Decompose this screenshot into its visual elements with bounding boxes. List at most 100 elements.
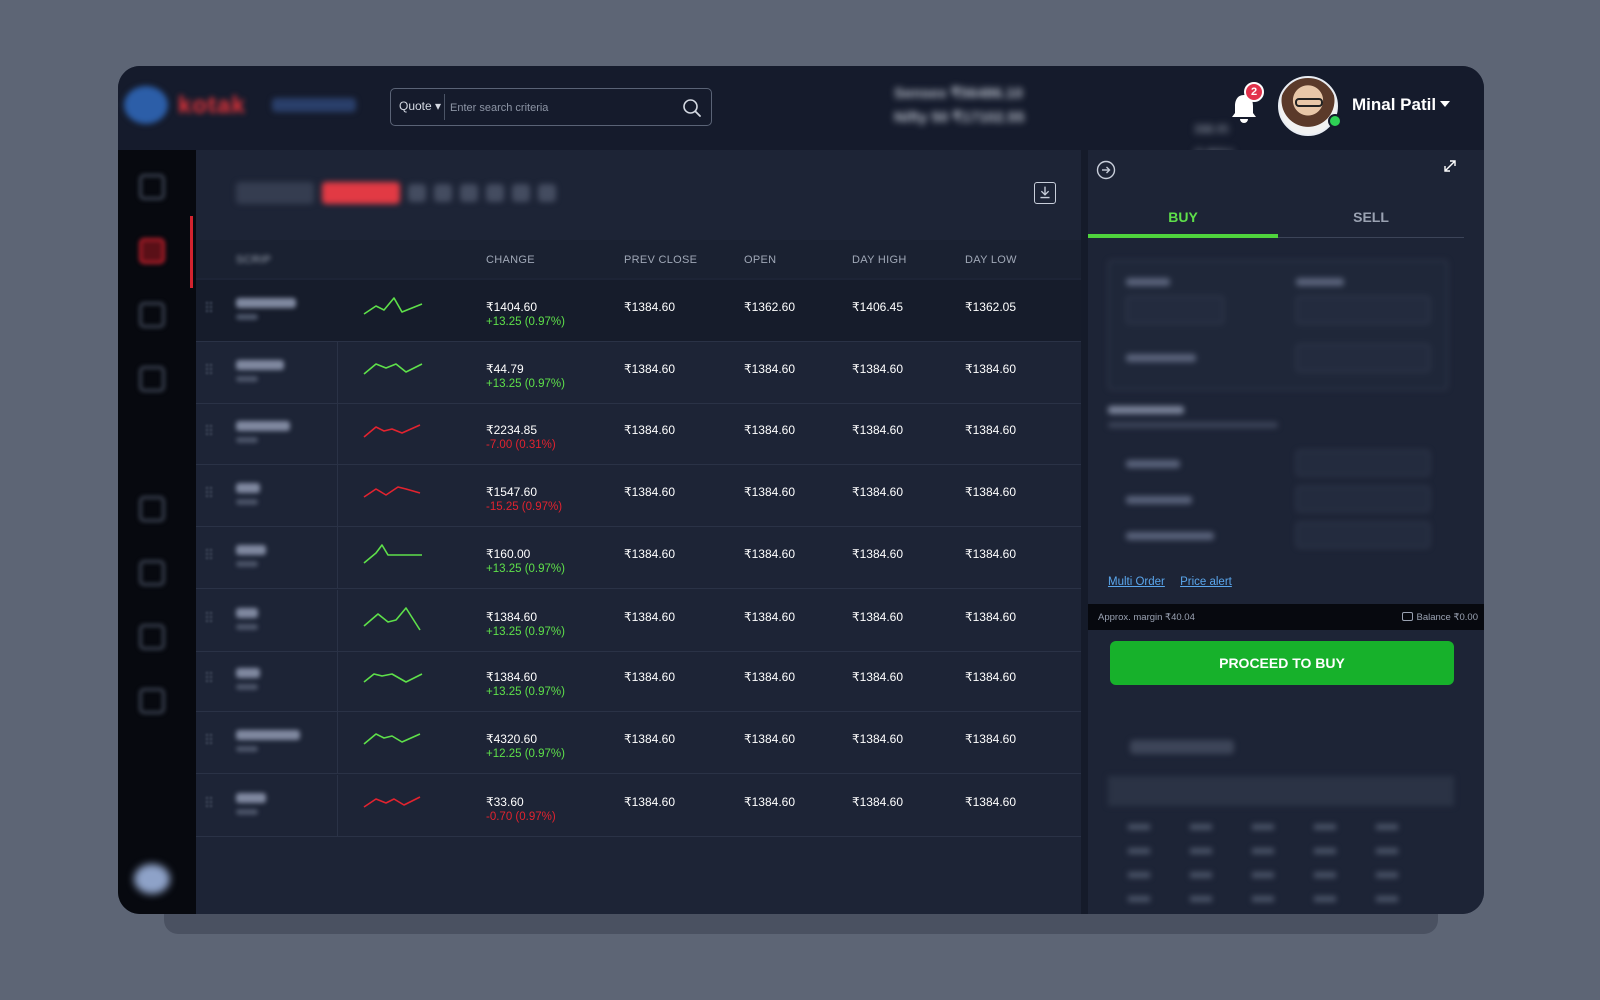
search-icon[interactable] xyxy=(681,97,703,119)
column-separator xyxy=(337,403,338,464)
order-type-label xyxy=(1126,460,1180,468)
watchlist-tab-active[interactable] xyxy=(322,182,400,204)
watchlist-panel: SCRIP CHANGE PREV CLOSE OPEN DAY HIGH DA… xyxy=(196,150,1081,914)
settings-icon[interactable] xyxy=(139,688,165,714)
table-row[interactable]: ₹2234.85 -7.00 (0.31%) ₹1384.60 ₹1384.60 ₹13… xyxy=(196,403,1081,465)
price-field[interactable] xyxy=(1296,296,1430,324)
more-options-label[interactable] xyxy=(1108,406,1184,414)
price-change: +13.25 (0.97%) xyxy=(486,686,565,698)
open-value: ₹1384.60 xyxy=(744,610,796,624)
column-header-change[interactable]: CHANGE xyxy=(486,254,535,266)
left-sidebar xyxy=(118,150,196,914)
drag-handle-icon[interactable] xyxy=(206,612,214,626)
sparkline-chart xyxy=(363,297,423,315)
scrip-name xyxy=(236,298,296,308)
scrip-exchange xyxy=(236,376,258,382)
wallet-icon xyxy=(1402,612,1414,621)
quantity-field[interactable] xyxy=(1126,296,1224,324)
toolbar-icon[interactable] xyxy=(512,184,530,202)
watchlist-select[interactable] xyxy=(236,182,314,204)
last-price: ₹44.79 xyxy=(486,362,524,376)
tools-icon[interactable] xyxy=(139,560,165,586)
product-type-label xyxy=(1126,354,1196,362)
market-depth-row xyxy=(1128,896,1428,902)
logo-subtitle xyxy=(272,98,356,112)
expand-icon[interactable] xyxy=(1442,158,1458,174)
arrow-right-circle-icon[interactable] xyxy=(1096,160,1116,180)
search-segment-select[interactable]: Quote ▾ xyxy=(399,99,442,113)
scrip-name xyxy=(236,360,284,370)
column-header-day-low[interactable]: DAY LOW xyxy=(965,254,1017,266)
avatar-glasses xyxy=(1295,98,1323,107)
dashboard-icon[interactable] xyxy=(139,174,165,200)
table-row[interactable]: ₹1384.60 +13.25 (0.97%) ₹1384.60 ₹1384.60 ₹1… xyxy=(196,650,1081,712)
prev-close-value: ₹1384.60 xyxy=(624,300,676,314)
toolbar-icon[interactable] xyxy=(460,184,478,202)
search-input[interactable] xyxy=(450,97,670,119)
column-header-open[interactable]: OPEN xyxy=(744,254,777,266)
market-depth-title xyxy=(1130,740,1234,754)
funds-icon[interactable] xyxy=(139,496,165,522)
price-label xyxy=(1296,278,1344,286)
trading-app-window: kotak Quote ▾ Sensex ₹56486.10 224.05 (0… xyxy=(118,66,1484,914)
drag-handle-icon[interactable] xyxy=(206,302,214,316)
download-icon[interactable] xyxy=(1034,182,1056,204)
drag-handle-icon[interactable] xyxy=(206,364,214,378)
table-row[interactable]: ₹44.79 +13.25 (0.97%) ₹1384.60 ₹1384.60 ₹138… xyxy=(196,342,1081,404)
help-icon[interactable] xyxy=(134,864,170,894)
disclosed-quantity-label xyxy=(1126,532,1214,540)
column-header-scrip[interactable]: SCRIP xyxy=(236,254,272,266)
sparkline-chart xyxy=(363,733,421,745)
balance-value: Balance ₹0.00 xyxy=(1416,612,1478,623)
user-avatar[interactable] xyxy=(1278,76,1338,136)
day-high-value: ₹1384.60 xyxy=(852,670,904,684)
multi-order-link[interactable]: Multi Order xyxy=(1108,576,1165,588)
balance: Balance ₹0.00 xyxy=(1402,612,1478,623)
order-type-select[interactable] xyxy=(1296,450,1430,476)
orders-icon[interactable] xyxy=(139,302,165,328)
table-row[interactable]: ₹1384.60 +13.25 (0.97%) ₹1384.60 ₹1384.60 ₹1… xyxy=(196,590,1081,652)
prev-close-value: ₹1384.60 xyxy=(624,795,676,809)
drag-handle-icon[interactable] xyxy=(206,425,214,439)
prev-close-value: ₹1384.60 xyxy=(624,670,676,684)
order-form xyxy=(1108,260,1448,590)
disclosed-quantity-field[interactable] xyxy=(1296,522,1430,548)
column-header-day-high[interactable]: DAY HIGH xyxy=(852,254,907,266)
toolbar-icon[interactable] xyxy=(434,184,452,202)
portfolio-icon[interactable] xyxy=(139,366,165,392)
table-row[interactable]: ₹4320.60 +12.25 (0.97%) ₹1384.60 ₹1384.60 ₹1… xyxy=(196,712,1081,774)
drag-handle-icon[interactable] xyxy=(206,734,214,748)
drag-handle-icon[interactable] xyxy=(206,549,214,563)
order-validity-select[interactable] xyxy=(1296,486,1430,512)
drag-handle-icon[interactable] xyxy=(206,797,214,811)
table-row[interactable]: ₹160.00 +13.25 (0.97%) ₹1384.60 ₹1384.60 ₹13… xyxy=(196,527,1081,589)
tab-sell[interactable]: SELL xyxy=(1278,202,1464,238)
chevron-down-icon[interactable] xyxy=(1440,101,1450,107)
product-type-select[interactable] xyxy=(1296,344,1430,372)
scrip-name xyxy=(236,483,260,493)
sparkline-chart xyxy=(363,673,423,683)
drag-handle-icon[interactable] xyxy=(206,487,214,501)
day-low-value: ₹1384.60 xyxy=(965,732,1017,746)
table-row[interactable]: ₹1547.60 -15.25 (0.97%) ₹1384.60 ₹1384.60 ₹1… xyxy=(196,465,1081,527)
proceed-to-buy-button[interactable]: PROCEED TO BUY xyxy=(1110,641,1454,685)
table-row[interactable]: ₹1404.60 +13.25 (0.97%) ₹1384.60 ₹1362.60 ₹1… xyxy=(196,280,1081,342)
logo-icon xyxy=(124,86,168,124)
last-price: ₹160.00 xyxy=(486,547,531,561)
scrip-exchange xyxy=(236,314,258,320)
toolbar-icon[interactable] xyxy=(486,184,504,202)
drag-handle-icon[interactable] xyxy=(206,672,214,686)
index-value: ₹17102.55 xyxy=(952,109,1025,126)
toolbar-icon[interactable] xyxy=(538,184,556,202)
column-header-prev-close[interactable]: PREV CLOSE xyxy=(624,254,698,266)
price-alert-link[interactable]: Price alert xyxy=(1180,576,1232,588)
watchlist-icon[interactable] xyxy=(139,238,165,264)
tab-buy[interactable]: BUY xyxy=(1088,202,1278,238)
top-header: kotak Quote ▾ Sensex ₹56486.10 224.05 (0… xyxy=(118,66,1484,160)
scrip-name xyxy=(236,421,290,431)
table-row[interactable]: ₹33.60 -0.70 (0.97%) ₹1384.60 ₹1384.60 ₹1384… xyxy=(196,775,1081,837)
market-depth-row xyxy=(1128,848,1428,854)
reports-icon[interactable] xyxy=(139,624,165,650)
toolbar-icon[interactable] xyxy=(408,184,426,202)
user-name[interactable]: Minal Patil xyxy=(1352,95,1437,114)
